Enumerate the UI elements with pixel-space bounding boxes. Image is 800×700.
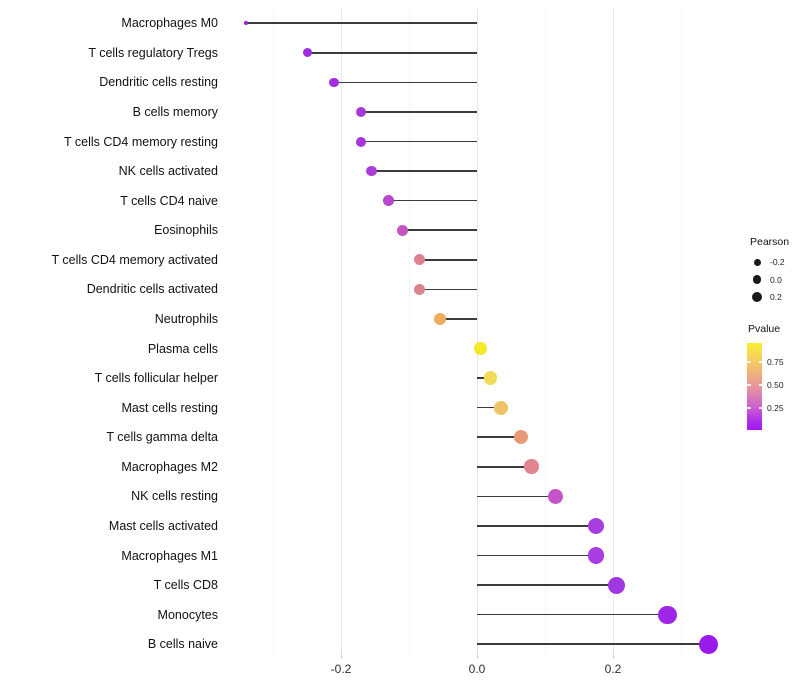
category-label: Mast cells resting bbox=[121, 400, 218, 415]
legend-size-label: 0.0 bbox=[770, 274, 782, 285]
data-point bbox=[302, 48, 312, 58]
category-label: T cells CD8 bbox=[153, 578, 218, 593]
category-label: T cells gamma delta bbox=[106, 430, 218, 445]
colorbar-tick-right bbox=[758, 407, 762, 409]
data-point bbox=[243, 20, 249, 26]
data-point bbox=[483, 371, 498, 385]
colorbar-tick-label: 0.75 bbox=[767, 357, 784, 367]
gridline-major bbox=[477, 8, 478, 655]
data-point bbox=[698, 634, 718, 654]
gridline-major bbox=[341, 8, 342, 655]
legend-size-dot bbox=[753, 258, 761, 266]
category-label: T cells CD4 memory activated bbox=[51, 252, 219, 267]
category-label: Plasma cells bbox=[147, 341, 218, 356]
category-label: T cells CD4 naive bbox=[120, 193, 218, 208]
gridline-minor bbox=[409, 8, 410, 655]
data-point bbox=[607, 576, 625, 594]
colorbar-tick-right bbox=[758, 361, 762, 363]
colorbar-tick-label: 0.50 bbox=[767, 380, 784, 390]
lollipop-segment bbox=[477, 525, 596, 527]
category-label: NK cells resting bbox=[131, 489, 218, 504]
lollipop-segment bbox=[477, 436, 522, 439]
lollipop-segment bbox=[371, 170, 477, 172]
legend-size-dot bbox=[752, 275, 762, 284]
data-point bbox=[524, 459, 539, 475]
data-point bbox=[587, 517, 605, 535]
lollipop-segment bbox=[402, 229, 477, 232]
category-label: NK cells activated bbox=[118, 164, 218, 179]
category-label: T cells CD4 memory resting bbox=[64, 134, 218, 149]
data-point bbox=[514, 430, 529, 445]
gridline-minor bbox=[273, 8, 274, 655]
lollipop-segment bbox=[477, 554, 596, 557]
gridline-minor bbox=[681, 8, 682, 655]
category-label: T cells regulatory Tregs bbox=[88, 45, 218, 60]
category-label: B cells naive bbox=[147, 637, 218, 652]
data-point bbox=[413, 283, 425, 296]
data-point bbox=[547, 488, 563, 505]
x-axis-tick bbox=[477, 655, 478, 658]
category-label: Mast cells activated bbox=[108, 518, 218, 533]
data-point bbox=[383, 195, 394, 207]
lollipop-segment bbox=[477, 495, 556, 498]
data-point bbox=[413, 254, 425, 266]
category-label: Macrophages M1 bbox=[121, 548, 218, 563]
lollipop-segment bbox=[477, 406, 501, 409]
x-tick-label: 0.0 bbox=[468, 662, 486, 676]
lollipop-segment bbox=[477, 377, 491, 379]
data-point bbox=[658, 605, 677, 624]
x-tick-label: -0.2 bbox=[330, 662, 352, 676]
colorbar-tick-label: 0.25 bbox=[767, 403, 784, 413]
colorbar-tick-left bbox=[747, 407, 751, 409]
category-label: T cells follicular helper bbox=[94, 371, 218, 386]
data-point bbox=[493, 400, 508, 415]
x-tick-label: 0.2 bbox=[604, 662, 622, 676]
category-label: Macrophages M0 bbox=[121, 16, 218, 31]
data-point bbox=[329, 77, 339, 88]
legend-size-label: -0.2 bbox=[770, 257, 785, 267]
lollipop-segment bbox=[307, 51, 477, 54]
category-label: Dendritic cells activated bbox=[86, 282, 218, 297]
data-point bbox=[396, 224, 408, 236]
lollipop-segment bbox=[361, 140, 477, 143]
lollipop-segment bbox=[477, 466, 532, 468]
colorbar-tick-left bbox=[747, 361, 751, 363]
lollipop-segment bbox=[361, 111, 477, 113]
lollipop-segment bbox=[388, 199, 477, 202]
colorbar-tick-left bbox=[747, 384, 751, 386]
gridline-major bbox=[613, 8, 614, 655]
lollipop-segment bbox=[477, 584, 617, 586]
legend-size-title: Pearson bbox=[750, 236, 790, 248]
category-label: Neutrophils bbox=[154, 311, 218, 326]
lollipop-segment bbox=[245, 22, 477, 24]
gridline-minor bbox=[545, 8, 546, 655]
lollipop-segment bbox=[419, 288, 477, 291]
category-label: Eosinophils bbox=[154, 223, 218, 238]
legend-color-title: Pvalue bbox=[748, 323, 781, 335]
legend-size-dot bbox=[752, 292, 762, 302]
lollipop-segment bbox=[439, 318, 477, 320]
category-label: B cells memory bbox=[132, 104, 218, 119]
legend-colorbar bbox=[747, 343, 762, 430]
category-label: Dendritic cells resting bbox=[99, 75, 218, 90]
x-axis-tick bbox=[341, 655, 342, 658]
colorbar-tick-right bbox=[758, 384, 762, 386]
legend-size-label: 0.2 bbox=[770, 292, 782, 302]
data-point bbox=[474, 342, 487, 355]
lollipop-segment bbox=[419, 259, 477, 261]
category-label: Macrophages M2 bbox=[121, 459, 218, 474]
lollipop-segment bbox=[477, 613, 668, 616]
data-point bbox=[356, 136, 367, 147]
category-label: Monocytes bbox=[157, 607, 218, 622]
data-point bbox=[433, 312, 446, 325]
data-point bbox=[587, 547, 605, 564]
data-point bbox=[366, 165, 377, 177]
lollipop-segment bbox=[334, 81, 477, 84]
lollipop-segment bbox=[477, 643, 709, 646]
x-axis-tick bbox=[613, 655, 614, 658]
data-point bbox=[356, 106, 367, 117]
